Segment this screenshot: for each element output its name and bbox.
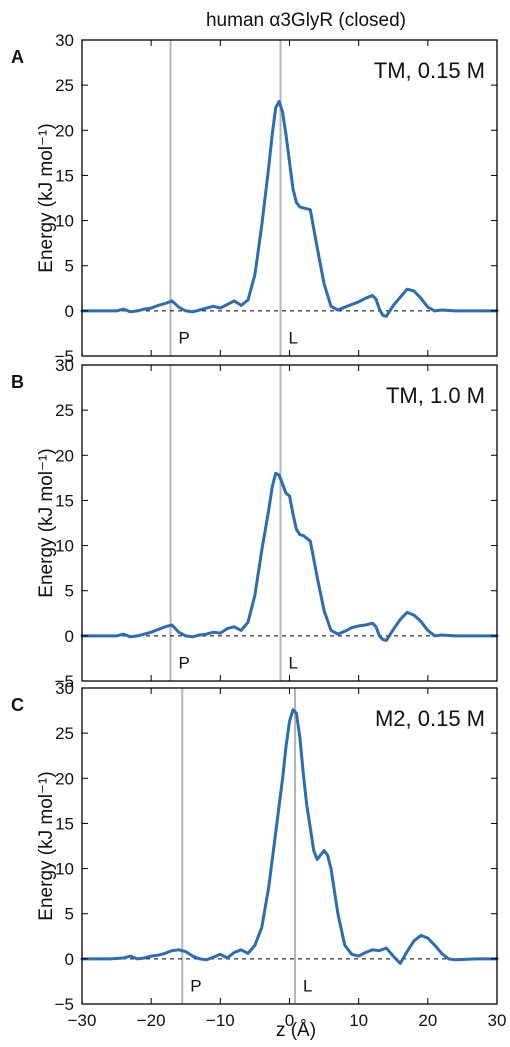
- panel-c-y-axis-label: Energy (kJ mol⁻¹): [36, 771, 57, 920]
- panel-b-energy-curve: [80, 471, 499, 642]
- panel-c: C P L −5 0 5 10 15 20 25 30 −30 −20 −10 0 10 20 30 M2, 0.…: [11, 679, 506, 1030]
- panel-b-y-tick-label: 0: [65, 627, 74, 646]
- panel-a-y-tick-label: 30: [55, 31, 74, 50]
- panel-b-y-tick-label: 10: [55, 537, 74, 556]
- panel-b-letter: B: [11, 372, 24, 392]
- panel-c-y-tick-label: 15: [55, 814, 74, 833]
- panel-a-y-axis-label: Energy (kJ mol⁻¹): [36, 123, 57, 272]
- panel-a-letter: A: [11, 47, 24, 67]
- panel-c-reference-label-p: P: [190, 976, 201, 995]
- panel-c-y-tick-label: 10: [55, 860, 74, 879]
- panel-b-reference-label-l: L: [289, 653, 298, 672]
- panel-a-y-tick-label: 5: [65, 257, 74, 276]
- panel-a-y-tick-label: −5: [55, 347, 74, 366]
- panel-a-y-tick-label: 15: [55, 166, 74, 185]
- panel-c-y-tick-label: 30: [55, 679, 74, 698]
- panel-a-y-tick-label: 20: [55, 121, 74, 140]
- panel-b-y-tick-label: 20: [55, 446, 74, 465]
- panel-a-energy-curve: [80, 99, 499, 318]
- panel-a-reference-label-l: L: [289, 328, 298, 347]
- panel-c-y-tick-label: 25: [55, 724, 74, 743]
- x-tick-label: −10: [206, 1011, 235, 1030]
- x-tick-label: 10: [349, 1011, 368, 1030]
- panel-b-y-axis-label: Energy (kJ mol⁻¹): [36, 448, 57, 597]
- x-tick-label: 0: [285, 1011, 294, 1030]
- panel-a-condition-label: TM, 0.15 M: [374, 58, 485, 83]
- panel-b-y-tick-label: −5: [55, 672, 74, 691]
- panel-a-y-tick-label: 0: [65, 302, 74, 321]
- x-tick-label: −20: [137, 1011, 166, 1030]
- panel-c-reference-label-l: L: [303, 976, 312, 995]
- panel-b-y-tick-label: 15: [55, 491, 74, 510]
- panel-a-reference-label-p: P: [179, 328, 190, 347]
- x-tick-label: 20: [418, 1011, 437, 1030]
- x-axis-label: z (Å): [276, 1020, 316, 1041]
- x-tick-label: −30: [68, 1011, 97, 1030]
- panel-a-y-tick-label: 25: [55, 76, 74, 95]
- panel-b-y-tick-label: 5: [65, 582, 74, 601]
- panel-c-y-tick-label: −5: [55, 995, 74, 1014]
- panel-b-condition-label: TM, 1.0 M: [386, 383, 485, 408]
- x-tick-label: 30: [488, 1011, 507, 1030]
- panel-c-energy-curve: [80, 708, 499, 965]
- panel-c-y-tick-label: 5: [65, 905, 74, 924]
- panel-b: B P L −5 0 5 10 15 20 25 30 TM, 1.0 M Energy (kJ mo…: [11, 356, 499, 691]
- panel-c-letter: C: [11, 695, 24, 715]
- panel-c-y-tick-label: 20: [55, 769, 74, 788]
- panel-c-condition-label: M2, 0.15 M: [375, 706, 485, 731]
- panel-a: A P L −5 0 5 10 15 20 25 30 TM, 0.15 M Energy (kJ m…: [11, 31, 499, 366]
- panel-a-y-tick-label: 10: [55, 212, 74, 231]
- panel-c-y-tick-label: 0: [65, 950, 74, 969]
- figure-title: human α3GlyR (closed): [206, 10, 406, 31]
- panel-b-reference-label-p: P: [179, 653, 190, 672]
- panel-b-y-tick-label: 25: [55, 401, 74, 420]
- panel-b-y-tick-label: 30: [55, 356, 74, 375]
